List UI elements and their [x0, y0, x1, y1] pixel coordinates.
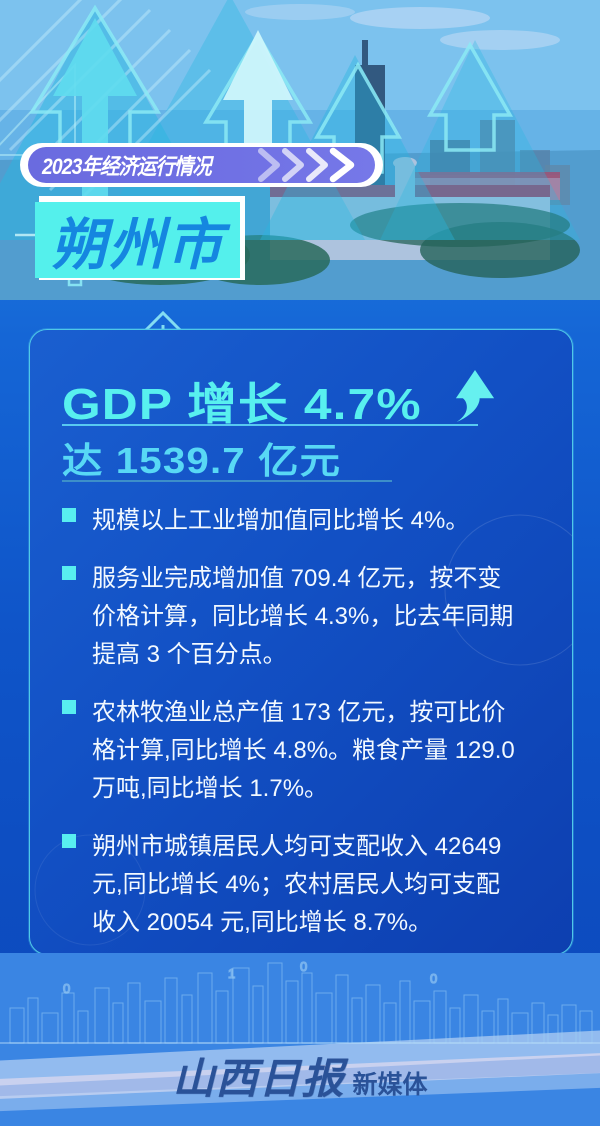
svg-text:0: 0	[63, 981, 70, 996]
svg-text:0: 0	[430, 971, 437, 986]
svg-text:0: 0	[300, 959, 307, 974]
svg-text:1: 1	[228, 966, 235, 981]
